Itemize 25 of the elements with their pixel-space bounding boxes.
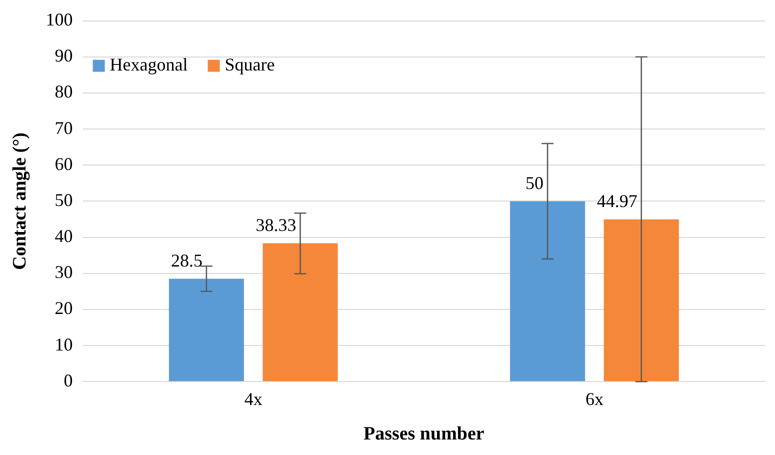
y-axis-title: Contact angle (°) (9, 132, 30, 270)
y-tick-label: 90 (54, 46, 73, 66)
x-tick-label: 4x (244, 389, 262, 410)
y-tick-label: 40 (54, 226, 73, 246)
bar (510, 201, 586, 382)
y-tick-label: 30 (54, 262, 73, 282)
data-label: 50 (526, 172, 544, 193)
bar (262, 243, 338, 382)
y-tick-label: 80 (54, 82, 73, 102)
legend-label: Hexagonal (110, 54, 188, 75)
y-tick-label: 10 (54, 334, 73, 354)
bar (168, 278, 244, 382)
data-label: 28.5 (170, 250, 202, 271)
y-tick-label: 70 (54, 118, 73, 138)
data-label: 38.33 (256, 215, 296, 236)
x-tick-label: 6x (585, 389, 604, 410)
y-tick-label: 50 (54, 190, 73, 210)
bar (604, 219, 679, 382)
x-axis-title: Passes number (363, 424, 485, 445)
legend-label: Square (224, 54, 275, 75)
y-tick-label: 100 (46, 10, 73, 30)
data-label: 44.97 (596, 191, 638, 212)
y-tick-label: 20 (54, 298, 73, 318)
y-tick-label: 0 (64, 370, 73, 390)
y-tick-label: 60 (54, 154, 73, 174)
